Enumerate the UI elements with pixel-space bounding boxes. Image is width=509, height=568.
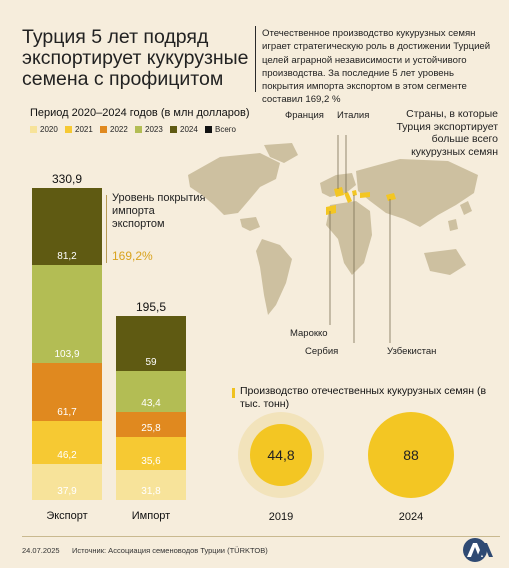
legend-label: 2023: [145, 125, 163, 134]
coverage-label: Уровень покрытия импорта экспортом: [112, 192, 206, 230]
production-title: Производство отечественных кукурузных се…: [240, 385, 487, 410]
production-value: 88: [403, 447, 419, 463]
country-label-italy: Италия: [337, 110, 370, 121]
bar-value-label: 61,7: [57, 406, 77, 418]
coverage-marker-line: [106, 195, 107, 263]
production-year: 2019: [268, 511, 294, 523]
production-circle: [250, 424, 312, 486]
production-value: 44,8: [267, 447, 295, 463]
bar-value-label: 43,4: [141, 398, 161, 410]
footer-date: 24.07.2025: [22, 546, 60, 555]
production-year: 2024: [398, 511, 424, 523]
legend-swatch: [30, 126, 37, 133]
turkey-region: [360, 192, 370, 198]
bar-segment-2023: [116, 371, 186, 413]
country-label-france: Франция: [285, 110, 324, 121]
x-axis-label: Импорт: [131, 510, 171, 522]
serbia-region: [352, 190, 357, 196]
map-land: [188, 143, 478, 315]
map-caption: Страны, в которые Турция экспортирует бо…: [396, 108, 498, 158]
bar-value-label: 103,9: [54, 348, 80, 360]
bar-segment-2024: [116, 315, 186, 372]
bar-value-label: 25,8: [141, 422, 161, 434]
legend-label: 2024: [180, 125, 198, 134]
production-circle: [368, 412, 454, 498]
chart-period-label: Период 2020–2024 годов (в млн долларов): [30, 107, 250, 119]
legend-label: 2021: [75, 125, 93, 134]
bar-value-label: 37,9: [57, 486, 77, 497]
morocco-region: [326, 205, 336, 215]
intro-text: Отечественное производство кукурузных се…: [262, 28, 491, 106]
bar-value-label: 46,2: [57, 450, 77, 462]
footer-source: Источник: Ассоциация семеноводов Турции …: [72, 546, 268, 555]
page-title: Турция 5 лет подряд экспортирует кукуруз…: [22, 26, 249, 90]
bar-value-label: 59: [145, 357, 157, 369]
title-divider: [255, 26, 256, 92]
leader-lines: [329, 135, 391, 343]
bar-segment-2024: [32, 188, 102, 265]
bar-value-label: 35,6: [141, 456, 161, 468]
legend-swatch: [205, 126, 212, 133]
legend-swatch: [135, 126, 142, 133]
x-axis-label: Экспорт: [46, 510, 88, 522]
legend-swatch: [65, 126, 72, 133]
bar-value-label: 31,8: [141, 486, 161, 497]
france-region: [334, 187, 344, 197]
italy-region: [344, 192, 352, 203]
bar-segment-2021: [116, 436, 186, 471]
bar-segment-2020: [32, 464, 102, 500]
legend-label: 2020: [40, 125, 58, 134]
bar-total-label: 195,5: [135, 299, 167, 314]
bar-segment-2023: [32, 264, 102, 363]
country-label-morocco: Марокко: [290, 328, 328, 339]
production-title-marker: [232, 388, 235, 398]
bar-segment-2022: [32, 362, 102, 421]
coverage-value: 169,2%: [112, 249, 153, 263]
legend-swatch: [170, 126, 177, 133]
agency-logo: [463, 538, 493, 562]
legend-swatch: [100, 126, 107, 133]
bar-total-label: 330,9: [51, 172, 83, 187]
country-label-uzbekistan: Узбекистан: [387, 346, 437, 357]
bar-segment-2021: [32, 420, 102, 465]
footer-divider: [22, 536, 500, 537]
highlighted-countries: [326, 187, 396, 215]
country-label-serbia: Сербия: [305, 346, 339, 357]
bar-segment-2022: [116, 412, 186, 437]
legend-label: Всего: [215, 125, 236, 134]
bar-value-label: 81,2: [57, 250, 77, 262]
uzbekistan-region: [386, 193, 396, 201]
legend-label: 2022: [110, 125, 128, 134]
world-map: [188, 135, 478, 343]
bar-segment-2020: [116, 470, 186, 500]
